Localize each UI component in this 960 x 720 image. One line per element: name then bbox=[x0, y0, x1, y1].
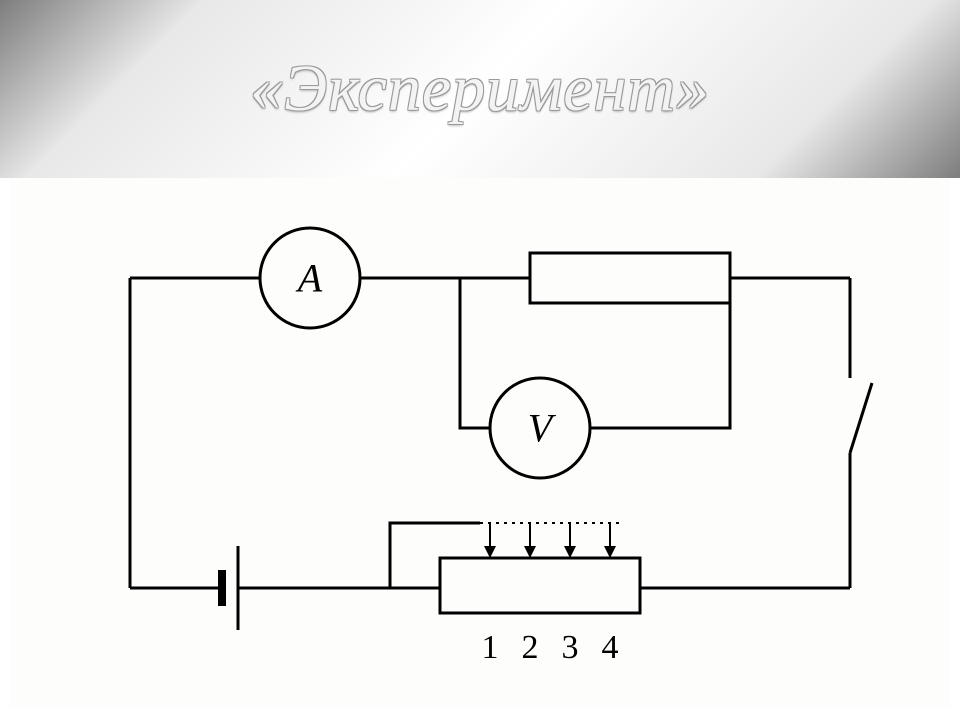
diagram-container: A bbox=[0, 178, 960, 720]
ammeter-label: A bbox=[295, 256, 323, 301]
switch-blade bbox=[850, 383, 872, 453]
rheostat-taps bbox=[484, 523, 616, 558]
resistor bbox=[530, 253, 730, 303]
page-title: «Эксперимент» bbox=[250, 51, 710, 127]
tap-1 bbox=[484, 523, 496, 558]
tap-4 bbox=[604, 523, 616, 558]
tap-label-4: 4 bbox=[602, 629, 619, 666]
tap-label-1: 1 bbox=[482, 629, 499, 666]
circuit-diagram: A bbox=[10, 178, 950, 708]
tap-2 bbox=[524, 523, 536, 558]
tap-3 bbox=[564, 523, 576, 558]
rheostat-body bbox=[440, 558, 640, 613]
tap-label-3: 3 bbox=[562, 629, 579, 666]
title-banner: «Эксперимент» bbox=[0, 0, 960, 178]
wire-volt-left bbox=[460, 278, 490, 428]
tap-label-2: 2 bbox=[522, 629, 539, 666]
